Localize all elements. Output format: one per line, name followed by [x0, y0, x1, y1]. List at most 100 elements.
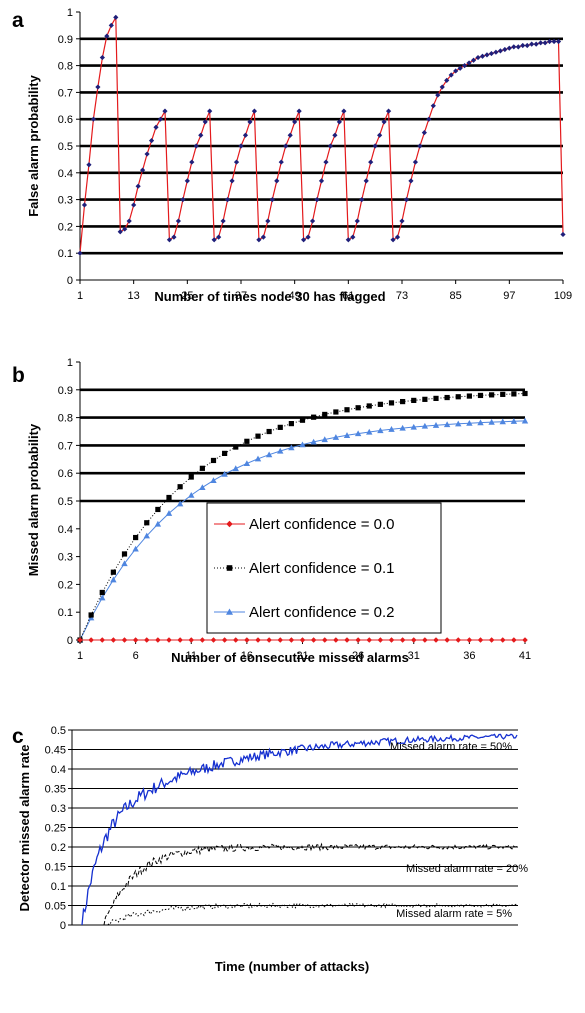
panel-a-data-point [135, 183, 141, 189]
panel-a-letter: a [12, 9, 24, 32]
panel-b-data-point [411, 397, 417, 404]
panel-b-data-point [488, 637, 495, 643]
panel-b-legend-label: Alert confidence = 0.2 [249, 604, 395, 621]
panel-b-data-point [199, 465, 205, 471]
panel-b-data-point [277, 447, 284, 454]
panel-a-data-point [265, 218, 271, 224]
panel-b-data-point [121, 560, 128, 567]
panel-b-data-point [344, 407, 350, 413]
panel-a-data-point [117, 229, 123, 235]
panel-a-data-point [408, 178, 414, 184]
panel-a-data-point [220, 218, 226, 224]
panel-a-data-point [323, 159, 329, 165]
panel-a-data-point [345, 237, 351, 243]
panel-b-data-point [266, 428, 272, 435]
panel-b-data-point [343, 432, 351, 438]
panel-b-data-point [254, 455, 262, 462]
panel-a-x-tick-label: 109 [554, 290, 572, 302]
panel-b-data-point [377, 427, 384, 434]
panel-a-x-tick-label: 61 [342, 290, 354, 302]
panel-b-y-tick-label: 0.5 [58, 496, 73, 508]
panel-a-data-point [278, 159, 284, 165]
panel-b-data-point [321, 637, 328, 643]
panel-a-data-point [99, 54, 105, 61]
panel-b-data-point [511, 637, 517, 643]
panel-a-data-point [372, 143, 378, 149]
panel-a-data-point [171, 234, 177, 240]
panel-b-data-point [466, 393, 472, 399]
panel-b-data-point [133, 534, 139, 541]
panel-b-data-point [110, 637, 117, 643]
panel-a-data-point [207, 108, 213, 114]
panel-a-data-point [162, 108, 168, 114]
panel-b-data-point [121, 551, 128, 557]
panel-b-data-point [355, 405, 361, 411]
panel-a-y-tick-label: 0.4 [58, 168, 73, 180]
panel-b-data-point [499, 418, 506, 425]
panel-b-y-tick-label: 0.6 [58, 468, 73, 480]
panel-a-data-point [202, 119, 208, 125]
panel-b-data-point [444, 394, 450, 401]
panel-b-data-point [288, 637, 295, 643]
panel-b-x-tick-label: 31 [408, 650, 420, 662]
panel-b-data-point [443, 421, 451, 428]
panel-b-x-axis-title: Number of consecutive missed alarms [171, 650, 409, 665]
panel-b-data-point [221, 637, 228, 643]
panel-b-legend [206, 502, 442, 634]
panel-c-x-axis-title: Time (number of attacks) [215, 959, 369, 974]
panel-a-data-point [421, 130, 427, 136]
panel-b-data-point [177, 637, 183, 643]
panel-b-data-point [433, 395, 439, 401]
panel-a-data-point [122, 226, 128, 232]
panel-a-data-point [546, 38, 553, 45]
panel-a-data-point [448, 72, 454, 78]
panel-a-data-point [229, 178, 235, 184]
panel-b-data-point [233, 444, 239, 450]
panel-a-data-point [341, 108, 347, 114]
panel-a-y-tick-label: 0 [67, 275, 73, 287]
panel-b-data-point [366, 403, 372, 409]
panel-a-data-point [542, 40, 548, 46]
panel-c-series-annotation: Missed alarm rate = 50% [390, 741, 512, 753]
panel-b-data-point [243, 460, 251, 466]
panel-b-data-point [388, 426, 395, 432]
panel-a-data-point [131, 202, 137, 208]
panel-a-data-point [166, 237, 173, 243]
panel-a-data-point [385, 108, 392, 114]
panel-b-data-point [299, 637, 306, 643]
panel-c-y-tick-label: 0.05 [45, 901, 66, 913]
panel-a-data-point [470, 57, 477, 63]
panel-c-series-line [81, 733, 518, 926]
panel-b-letter: b [12, 364, 25, 387]
panel-b-data-point [455, 394, 461, 400]
panel-a-data-point [198, 132, 204, 138]
panel-a-y-tick-label: 1 [67, 7, 73, 19]
panel-b-data-point [110, 569, 116, 575]
panel-a-data-point [144, 151, 150, 157]
panel-a-data-point [394, 234, 401, 240]
panel-b-y-tick-label: 0.4 [58, 524, 73, 536]
panel-a-data-point [269, 197, 275, 203]
panel-a-data-point [359, 197, 365, 203]
panel-a-y-tick-label: 0.8 [58, 61, 73, 73]
panel-b-data-point [210, 477, 217, 484]
panel-b-data-point [333, 409, 339, 415]
panel-b-data-point [400, 398, 406, 405]
panel-a-y-tick-label: 0.2 [58, 221, 73, 233]
panel-b-data-point [310, 438, 317, 445]
panel-b-data-point [421, 422, 429, 429]
panel-b-data-point [143, 532, 150, 539]
panel-a-data-point [506, 45, 512, 51]
panel-a-x-axis-title: Number of times node 30 has flagged [154, 289, 385, 304]
panel-b-data-point [455, 420, 462, 427]
panel-a-data-point [242, 132, 249, 138]
panel-b-data-point [477, 392, 484, 399]
panel-b-legend-label: Alert confidence = 0.1 [249, 560, 395, 577]
panel-b-data-point [399, 637, 406, 643]
panel-c-y-tick-label: 0.3 [51, 803, 66, 815]
panel-b-data-point [144, 520, 150, 526]
panel-b-data-point [433, 637, 439, 643]
panel-a-data-point [193, 143, 199, 149]
panel-a-data-point [274, 178, 280, 184]
panel-a-data-point [368, 159, 374, 165]
